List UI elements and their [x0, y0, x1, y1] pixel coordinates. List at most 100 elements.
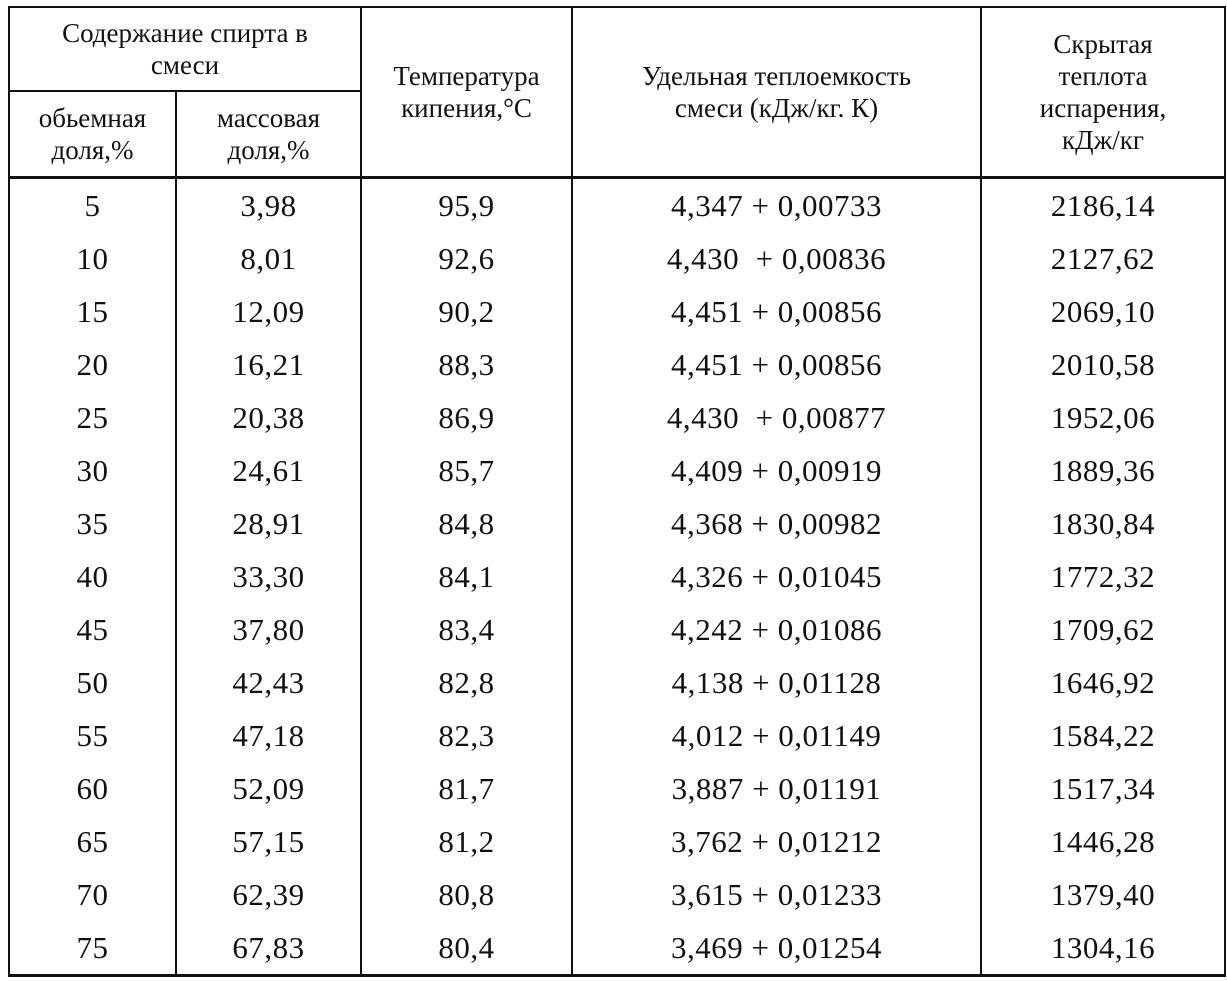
latent-heat-cell: 2069,10 [980, 285, 1226, 338]
volume-fraction-cell: 55 [8, 709, 177, 762]
mass-fraction-cell: 24,61 [175, 444, 362, 497]
table-row: 15 12,09 90,2 4,451 + 0,00856 2069,10 [8, 285, 1226, 338]
header-boiling-temp-label: Температура кипения,°С [393, 61, 540, 123]
boiling-temp-cell: 85,7 [360, 444, 573, 497]
volume-fraction-cell: 60 [8, 762, 177, 815]
latent-heat-cell: 1952,06 [980, 391, 1226, 444]
table-row: 55 47,18 82,3 4,012 + 0,01149 1584,22 [8, 709, 1226, 762]
volume-fraction-cell: 5 [8, 177, 177, 232]
boiling-temp-cell: 80,8 [360, 868, 573, 921]
table-row: 60 52,09 81,7 3,887 + 0,01191 1517,34 [8, 762, 1226, 815]
boiling-temp-cell: 84,8 [360, 497, 573, 550]
header-volume-fraction-label: обьемная доля,% [38, 103, 147, 165]
boiling-temp-cell: 82,3 [360, 709, 573, 762]
mass-fraction-cell: 62,39 [175, 868, 362, 921]
mass-fraction-cell: 3,98 [175, 177, 362, 232]
latent-heat-cell: 1517,34 [980, 762, 1226, 815]
volume-fraction-cell: 50 [8, 656, 177, 709]
alcohol-mixture-table-container: Содержание спирта в смеси Температура ки… [8, 6, 1226, 977]
boiling-temp-cell: 84,1 [360, 550, 573, 603]
volume-fraction-cell: 30 [8, 444, 177, 497]
volume-fraction-cell: 75 [8, 921, 177, 977]
volume-fraction-cell: 20 [8, 338, 177, 391]
table-row: 40 33,30 84,1 4,326 + 0,01045 1772,32 [8, 550, 1226, 603]
latent-heat-cell: 1772,32 [980, 550, 1226, 603]
table-row: 25 20,38 86,9 4,430 + 0,00877 1952,06 [8, 391, 1226, 444]
table-row: 10 8,01 92,6 4,430 + 0,00836 2127,62 [8, 232, 1226, 285]
table-row: 70 62,39 80,8 3,615 + 0,01233 1379,40 [8, 868, 1226, 921]
latent-heat-cell: 1446,28 [980, 815, 1226, 868]
latent-heat-cell: 2010,58 [980, 338, 1226, 391]
mass-fraction-cell: 28,91 [175, 497, 362, 550]
specific-heat-cell: 4,138 + 0,01128 [571, 656, 982, 709]
boiling-temp-cell: 83,4 [360, 603, 573, 656]
specific-heat-cell: 3,762 + 0,01212 [571, 815, 982, 868]
header-row-1: Содержание спирта в смеси Температура ки… [8, 6, 1226, 179]
header-alcohol-content-label: Содержание спирта в смеси [62, 18, 308, 80]
volume-fraction-cell: 15 [8, 285, 177, 338]
boiling-temp-cell: 81,7 [360, 762, 573, 815]
volume-fraction-cell: 10 [8, 232, 177, 285]
table-body: 5 3,98 95,9 4,347 + 0,00733 2186,14 10 8,01 92,… [8, 177, 1226, 977]
specific-heat-cell: 3,615 + 0,01233 [571, 868, 982, 921]
specific-heat-cell: 4,430 + 0,00877 [571, 391, 982, 444]
header-specific-heat: Удельная теплоемкость смеси (кДж/кг. К) [571, 6, 982, 179]
boiling-temp-cell: 90,2 [360, 285, 573, 338]
header-latent-heat: Скрытая теплота испарения, кДж/кг [980, 6, 1226, 179]
alcohol-mixture-table: Содержание спирта в смеси Температура ки… [8, 6, 1226, 977]
volume-fraction-cell: 45 [8, 603, 177, 656]
mass-fraction-cell: 67,83 [175, 921, 362, 977]
specific-heat-cell: 3,469 + 0,01254 [571, 921, 982, 977]
boiling-temp-cell: 82,8 [360, 656, 573, 709]
boiling-temp-cell: 95,9 [360, 177, 573, 232]
mass-fraction-cell: 12,09 [175, 285, 362, 338]
specific-heat-cell: 4,430 + 0,00836 [571, 232, 982, 285]
mass-fraction-cell: 37,80 [175, 603, 362, 656]
specific-heat-cell: 3,887 + 0,01191 [571, 762, 982, 815]
header-latent-heat-label: Скрытая теплота испарения, кДж/кг [1039, 29, 1167, 155]
latent-heat-cell: 2186,14 [980, 177, 1226, 232]
boiling-temp-cell: 88,3 [360, 338, 573, 391]
mass-fraction-cell: 16,21 [175, 338, 362, 391]
latent-heat-cell: 1584,22 [980, 709, 1226, 762]
table-row: 65 57,15 81,2 3,762 + 0,01212 1446,28 [8, 815, 1226, 868]
latent-heat-cell: 1830,84 [980, 497, 1226, 550]
boiling-temp-cell: 81,2 [360, 815, 573, 868]
specific-heat-cell: 4,012 + 0,01149 [571, 709, 982, 762]
volume-fraction-cell: 25 [8, 391, 177, 444]
header-mass-fraction: массовая доля,% [175, 90, 362, 179]
mass-fraction-cell: 42,43 [175, 656, 362, 709]
specific-heat-cell: 4,451 + 0,00856 [571, 338, 982, 391]
header-mass-fraction-label: массовая доля,% [216, 103, 321, 165]
specific-heat-cell: 4,326 + 0,01045 [571, 550, 982, 603]
mass-fraction-cell: 8,01 [175, 232, 362, 285]
header-row-2: обьемная доля,% массовая доля,% [8, 90, 1225, 179]
table-row: 35 28,91 84,8 4,368 + 0,00982 1830,84 [8, 497, 1226, 550]
latent-heat-cell: 1709,62 [980, 603, 1226, 656]
mass-fraction-cell: 20,38 [175, 391, 362, 444]
specific-heat-cell: 4,451 + 0,00856 [571, 285, 982, 338]
specific-heat-cell: 4,242 + 0,01086 [571, 603, 982, 656]
header-specific-heat-label: Удельная теплоемкость смеси (кДж/кг. К) [641, 61, 912, 123]
table-row: 30 24,61 85,7 4,409 + 0,00919 1889,36 [8, 444, 1226, 497]
table-row: 50 42,43 82,8 4,138 + 0,01128 1646,92 [8, 656, 1226, 709]
latent-heat-cell: 1889,36 [980, 444, 1226, 497]
header-alcohol-content: Содержание спирта в смеси [8, 6, 362, 92]
mass-fraction-cell: 57,15 [175, 815, 362, 868]
table-row: 20 16,21 88,3 4,451 + 0,00856 2010,58 [8, 338, 1226, 391]
latent-heat-cell: 1379,40 [980, 868, 1226, 921]
boiling-temp-cell: 92,6 [360, 232, 573, 285]
specific-heat-cell: 4,368 + 0,00982 [571, 497, 982, 550]
volume-fraction-cell: 40 [8, 550, 177, 603]
boiling-temp-cell: 80,4 [360, 921, 573, 977]
mass-fraction-cell: 52,09 [175, 762, 362, 815]
mass-fraction-cell: 33,30 [175, 550, 362, 603]
boiling-temp-cell: 86,9 [360, 391, 573, 444]
volume-fraction-cell: 65 [8, 815, 177, 868]
specific-heat-cell: 4,409 + 0,00919 [571, 444, 982, 497]
header-volume-fraction: обьемная доля,% [8, 90, 177, 179]
latent-heat-cell: 1304,16 [980, 921, 1226, 977]
table-row: 5 3,98 95,9 4,347 + 0,00733 2186,14 [8, 177, 1226, 232]
table-row: 75 67,83 80,4 3,469 + 0,01254 1304,16 [8, 921, 1226, 977]
table-header: Содержание спирта в смеси Температура ки… [8, 6, 1226, 179]
